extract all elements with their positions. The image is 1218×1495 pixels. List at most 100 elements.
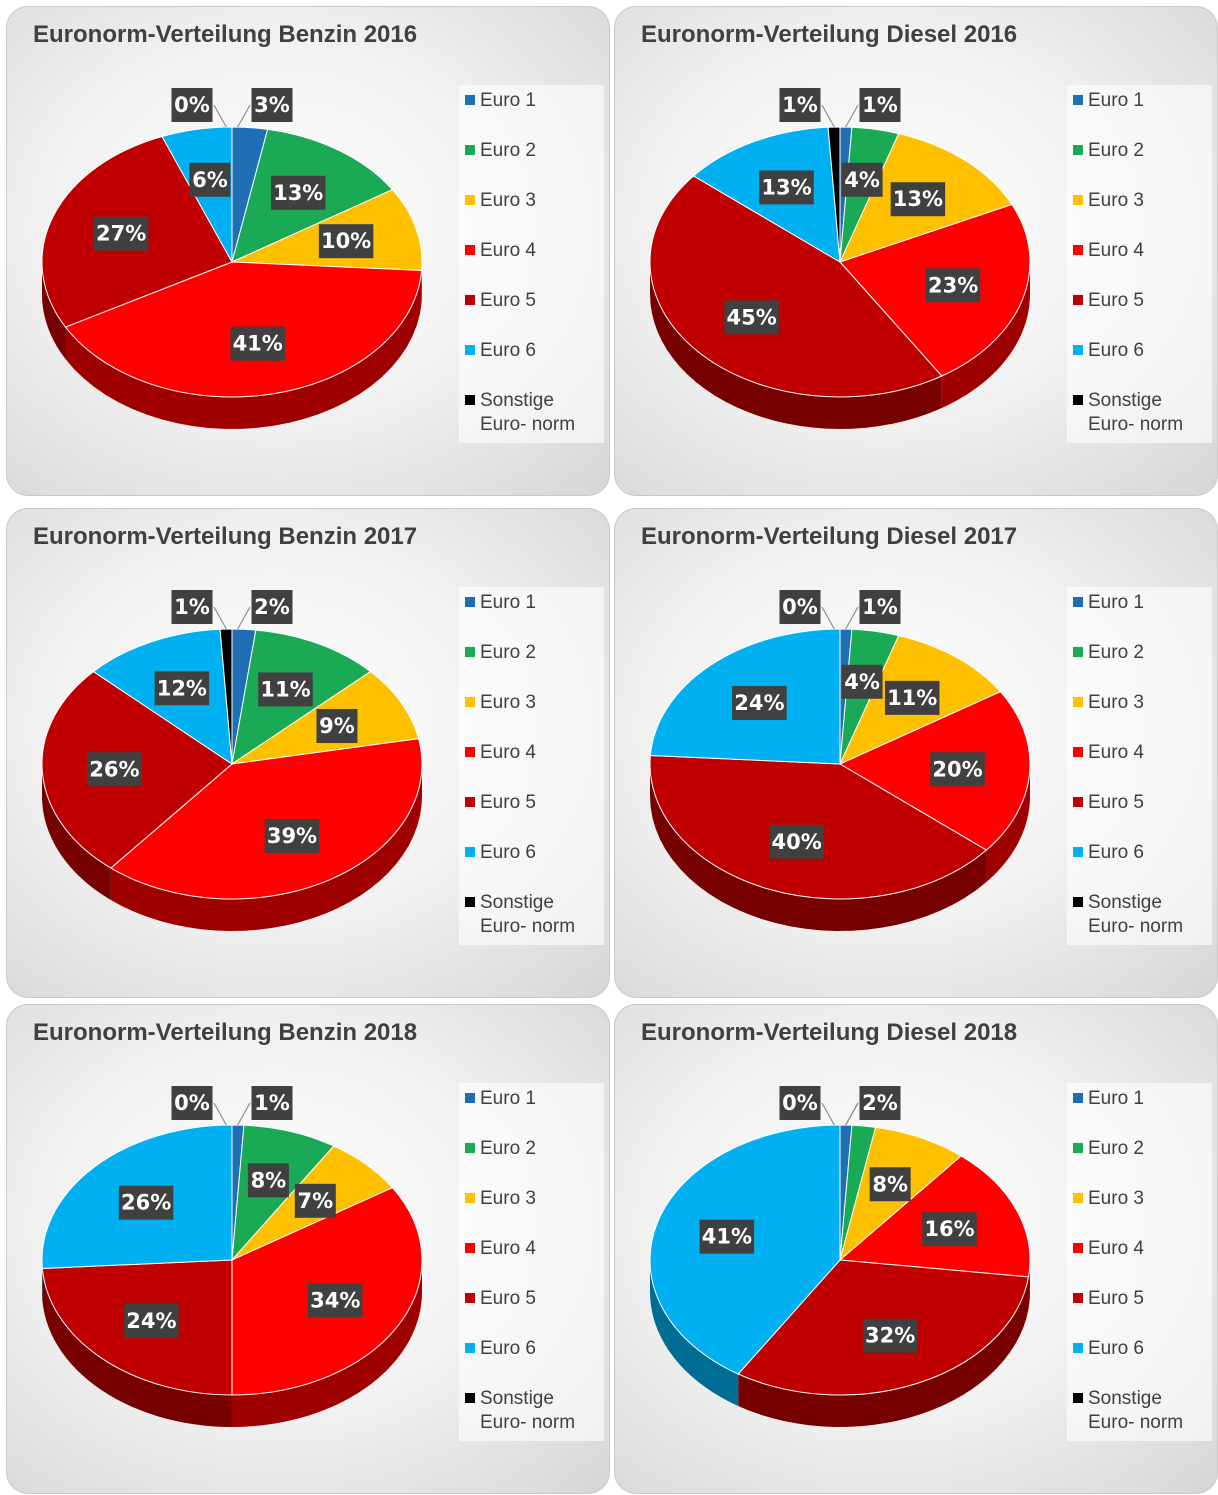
chart-panel: 1% 4% 11% 20% 40% 24% 0% Euronorm-Verteilung Di… bbox=[614, 508, 1218, 998]
legend-label: Euro 6 bbox=[1088, 340, 1144, 361]
slice-side bbox=[738, 1276, 1029, 1427]
data-label: 23% bbox=[928, 273, 978, 297]
legend-label: Euro 1 bbox=[480, 592, 536, 613]
legend-swatch bbox=[1073, 847, 1083, 857]
legend-label: Euro 4 bbox=[1088, 742, 1144, 763]
data-label: 7% bbox=[297, 1189, 333, 1213]
leader-line bbox=[845, 104, 859, 128]
legend-swatch bbox=[1073, 245, 1083, 255]
label-box bbox=[251, 590, 293, 624]
data-label: 3% bbox=[254, 93, 290, 117]
label-box bbox=[251, 88, 293, 122]
legend-item: Euro 3 bbox=[459, 189, 604, 239]
label-box bbox=[859, 1086, 901, 1120]
legend-swatch bbox=[1073, 797, 1083, 807]
legend: Euro 1 Euro 2 Euro 3 Euro 4 Euro 5 Euro 6 Sons… bbox=[459, 587, 604, 945]
label-box bbox=[862, 1318, 918, 1353]
label-box bbox=[93, 216, 149, 251]
label-box bbox=[294, 1183, 336, 1218]
data-label: 13% bbox=[761, 175, 811, 199]
legend-swatch bbox=[1073, 897, 1083, 907]
legend-label: Euro 4 bbox=[480, 742, 536, 763]
legend-label: Euro 4 bbox=[1088, 1238, 1144, 1259]
legend-swatch bbox=[465, 245, 475, 255]
chart-title: Euronorm-Verteilung Diesel 2016 bbox=[641, 21, 1018, 48]
slice-side bbox=[650, 764, 987, 931]
legend-swatch bbox=[465, 747, 475, 757]
legend-label: Euro 3 bbox=[480, 1188, 536, 1209]
data-label: 2% bbox=[254, 595, 290, 619]
legend-swatch bbox=[465, 395, 475, 405]
label-box bbox=[699, 1219, 755, 1254]
legend-item: Euro 1 bbox=[459, 591, 604, 641]
legend-swatch bbox=[1073, 1243, 1083, 1253]
legend-swatch bbox=[465, 1343, 475, 1353]
legend: Euro 1 Euro 2 Euro 3 Euro 4 Euro 5 Euro 6 Sons… bbox=[1067, 587, 1212, 945]
legend-item: Euro 2 bbox=[459, 641, 604, 691]
leader-line bbox=[213, 104, 227, 128]
leader-line bbox=[237, 104, 251, 128]
data-label: 32% bbox=[865, 1324, 915, 1348]
label-box bbox=[189, 162, 231, 197]
legend-swatch bbox=[1073, 1393, 1083, 1403]
chart-panel: 3% 13% 10% 41% 27% 6% 0% Euronorm-Verteilung Be… bbox=[6, 6, 610, 496]
legend-swatch bbox=[465, 797, 475, 807]
data-label: 11% bbox=[887, 686, 937, 710]
legend-swatch bbox=[1073, 295, 1083, 305]
legend-label: Sonstige Euro- norm bbox=[1088, 390, 1184, 435]
legend-swatch bbox=[465, 697, 475, 707]
legend-swatch bbox=[465, 145, 475, 155]
legend-item: Euro 3 bbox=[1067, 1187, 1212, 1237]
slice-side bbox=[110, 764, 423, 931]
label-box bbox=[264, 819, 320, 854]
data-label: 12% bbox=[157, 676, 207, 700]
legend-swatch bbox=[1073, 95, 1083, 105]
legend-item: Euro 6 bbox=[1067, 1337, 1212, 1387]
legend-swatch bbox=[465, 345, 475, 355]
legend-swatch bbox=[1073, 1143, 1083, 1153]
pie-chart: 1%2%8%16%32%41%0% bbox=[649, 1086, 1031, 1427]
legend-label: Euro 1 bbox=[1088, 1088, 1144, 1109]
label-box bbox=[869, 1167, 911, 1202]
legend-label: Euro 1 bbox=[1088, 90, 1144, 111]
legend-item: Euro 1 bbox=[1067, 591, 1212, 641]
legend-item: Sonstige Euro- norm bbox=[1067, 389, 1212, 439]
slice-side bbox=[42, 262, 66, 360]
label-box bbox=[759, 170, 814, 205]
legend-item: Euro 1 bbox=[459, 1087, 604, 1137]
data-label: 27% bbox=[96, 222, 146, 246]
label-box bbox=[859, 88, 901, 122]
legend-item: Euro 3 bbox=[459, 1187, 604, 1237]
legend-item: Euro 5 bbox=[459, 289, 604, 339]
label-box bbox=[884, 680, 940, 715]
legend: Euro 1 Euro 2 Euro 3 Euro 4 Euro 5 Euro 6 Sons… bbox=[459, 1083, 604, 1441]
legend-item: Euro 3 bbox=[1067, 189, 1212, 239]
legend-label: Euro 3 bbox=[480, 190, 536, 211]
legend-swatch bbox=[465, 1293, 475, 1303]
label-box bbox=[732, 685, 787, 720]
legend-label: Euro 3 bbox=[1088, 692, 1144, 713]
legend-swatch bbox=[1073, 1293, 1083, 1303]
legend-label: Sonstige Euro- norm bbox=[1088, 1388, 1184, 1433]
label-box bbox=[307, 1283, 363, 1318]
pie-chart: 1% 4% 13% 23% 45% 13% 1% bbox=[649, 88, 1031, 429]
legend-label: Euro 4 bbox=[1088, 240, 1144, 261]
legend-item: Euro 5 bbox=[1067, 289, 1212, 339]
data-label: 1% bbox=[862, 93, 898, 117]
legend-item: Euro 1 bbox=[1067, 1087, 1212, 1137]
legend: Euro 1 Euro 2 Euro 3 Euro 4 Euro 5 Euro 6 Sons… bbox=[1067, 1083, 1212, 1441]
legend-swatch bbox=[1073, 647, 1083, 657]
legend-swatch bbox=[465, 295, 475, 305]
label-box bbox=[154, 671, 210, 706]
chart-title: Euronorm-Verteilung Diesel 2017 bbox=[641, 523, 1018, 550]
leader-line bbox=[821, 104, 835, 128]
legend-label: Euro 2 bbox=[480, 642, 536, 663]
legend-swatch bbox=[1073, 145, 1083, 155]
legend-item: Euro 5 bbox=[1067, 791, 1212, 841]
legend-item: Sonstige Euro- norm bbox=[459, 1387, 604, 1437]
legend-label: Sonstige Euro- norm bbox=[480, 1388, 576, 1433]
legend-item: Euro 3 bbox=[1067, 691, 1212, 741]
legend: Euro 1 Euro 2 Euro 3 Euro 4 Euro 5 Euro 6 Sons… bbox=[459, 85, 604, 443]
pie-chart: 2% 11% 9% 39% 26% 12% 1% bbox=[41, 590, 423, 931]
label-box bbox=[171, 88, 213, 122]
